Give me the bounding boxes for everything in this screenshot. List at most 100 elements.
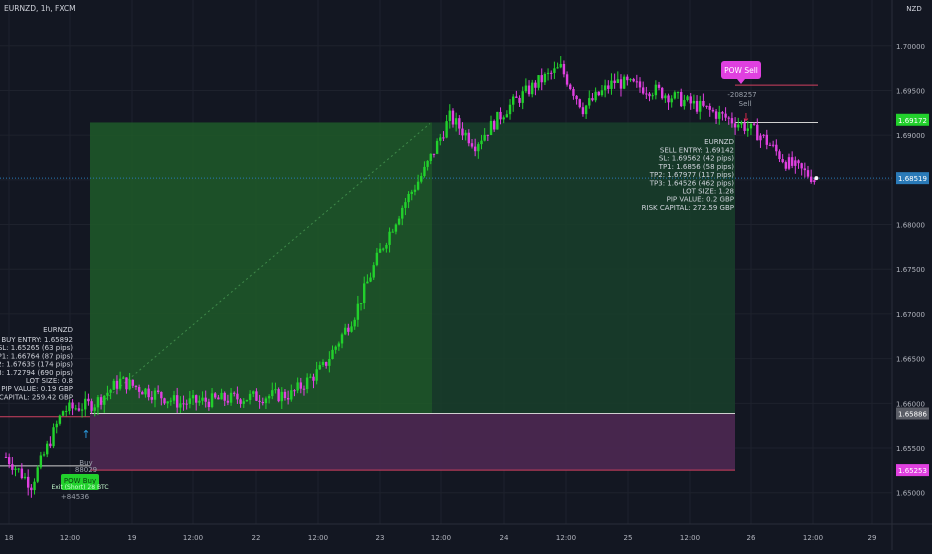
candle-body [591, 98, 594, 101]
candle-body [122, 377, 125, 379]
candle-body [363, 283, 366, 304]
candle-body [680, 92, 683, 107]
sell-signal-label: Sell [739, 100, 752, 108]
candle-body [534, 82, 537, 88]
candle-body [594, 91, 597, 101]
buy-badge-sub: Exit (Short) 28 BTC [51, 484, 108, 491]
candle-body [347, 327, 350, 332]
candle-body [718, 112, 721, 119]
buy-signal-value: +84536 [61, 493, 90, 501]
candle-body [331, 349, 334, 360]
price-tag-label: 1.65886 [898, 411, 927, 419]
candle-body [518, 97, 521, 103]
candle-body [537, 75, 540, 88]
candle-body [65, 411, 68, 413]
candle-body [153, 390, 157, 400]
price-tag [896, 464, 929, 477]
candle-body [423, 166, 426, 177]
y-tick-label: 1.69500 [896, 87, 925, 95]
buy-info-line: LOT SIZE: 0.8 [26, 377, 73, 385]
candle-body [134, 385, 138, 388]
candle-body [813, 180, 816, 182]
candle-body [109, 389, 112, 393]
candle-body [578, 99, 581, 108]
candle-body [356, 303, 360, 320]
candle-body [660, 87, 664, 99]
candle-body [420, 176, 423, 182]
candle-body [293, 390, 296, 392]
candle-body [20, 468, 24, 479]
candle-body [245, 399, 249, 402]
buy-info-line: BUY ENTRY: 1.65892 [1, 336, 73, 344]
sell-info-line: TP1: 1.6856 (58 pips) [658, 163, 735, 171]
candle-body [473, 146, 477, 152]
candle-body [84, 398, 87, 410]
candle-body [527, 85, 531, 95]
candle-body [515, 96, 518, 98]
candle-body [372, 265, 375, 278]
candle-body [87, 398, 90, 402]
candle-body [645, 93, 648, 95]
y-tick-label: 1.67000 [896, 311, 925, 319]
x-tick-label: 12:00 [431, 534, 451, 542]
candle-body [195, 395, 198, 403]
candle-body [692, 100, 696, 104]
candle-body [486, 134, 490, 136]
candle-body [508, 104, 512, 115]
candle-body [141, 391, 144, 395]
x-tick-label: 12:00 [60, 534, 80, 542]
candle-body [166, 401, 169, 404]
candle-body [156, 390, 160, 392]
buy-badge-text: POW Buy [64, 477, 96, 485]
sell-info-line: SELL ENTRY: 1.69142 [660, 147, 734, 155]
candle-body [283, 391, 287, 399]
candle-body [77, 408, 81, 411]
candle-body [759, 135, 762, 141]
candle-body [752, 123, 756, 125]
candle-body [803, 168, 807, 171]
candle-body [137, 387, 141, 392]
candle-body [743, 122, 746, 131]
candle-body [55, 423, 58, 428]
candle-body [49, 443, 52, 447]
candle-body [575, 95, 578, 100]
candle-body [521, 91, 524, 103]
candle-body [737, 124, 740, 128]
candle-body [588, 98, 591, 106]
candle-body [727, 117, 730, 119]
buy-info-line: PIP VALUE: 0.19 GBP [1, 385, 73, 393]
candle-body [388, 231, 391, 245]
buy-profit-zone-extended [432, 122, 735, 414]
y-tick-label: 1.66000 [896, 400, 925, 408]
candle-body [337, 343, 341, 347]
candle-body [806, 170, 810, 177]
candle-body [353, 319, 356, 327]
x-tick-label: 23 [376, 534, 385, 542]
candle-body [182, 403, 185, 405]
candle-body [410, 191, 413, 194]
candle-body [264, 398, 268, 404]
candle-body [775, 144, 778, 152]
x-tick-label: 22 [252, 534, 261, 542]
candle-body [172, 395, 176, 401]
buy-info-line: TP3: 1.72794 (690 pips) [0, 369, 73, 377]
chart-title: EURNZD, 1h, FXCM [4, 4, 76, 13]
y-tick-label: 1.65000 [896, 490, 925, 498]
y-tick-label: 1.68000 [896, 222, 925, 230]
candle-body [324, 362, 328, 366]
candle-body [217, 397, 220, 400]
candle-body [616, 79, 620, 83]
candle-body [454, 118, 458, 125]
candle-body [746, 128, 749, 131]
candle-body [489, 120, 493, 136]
candle-body [150, 397, 154, 400]
candle-body [524, 85, 528, 92]
candle-body [499, 111, 502, 120]
candle-body [394, 224, 398, 232]
candle-body [622, 76, 626, 89]
candle-body [461, 128, 464, 136]
candle-body [334, 346, 337, 350]
candle-body [651, 95, 654, 97]
